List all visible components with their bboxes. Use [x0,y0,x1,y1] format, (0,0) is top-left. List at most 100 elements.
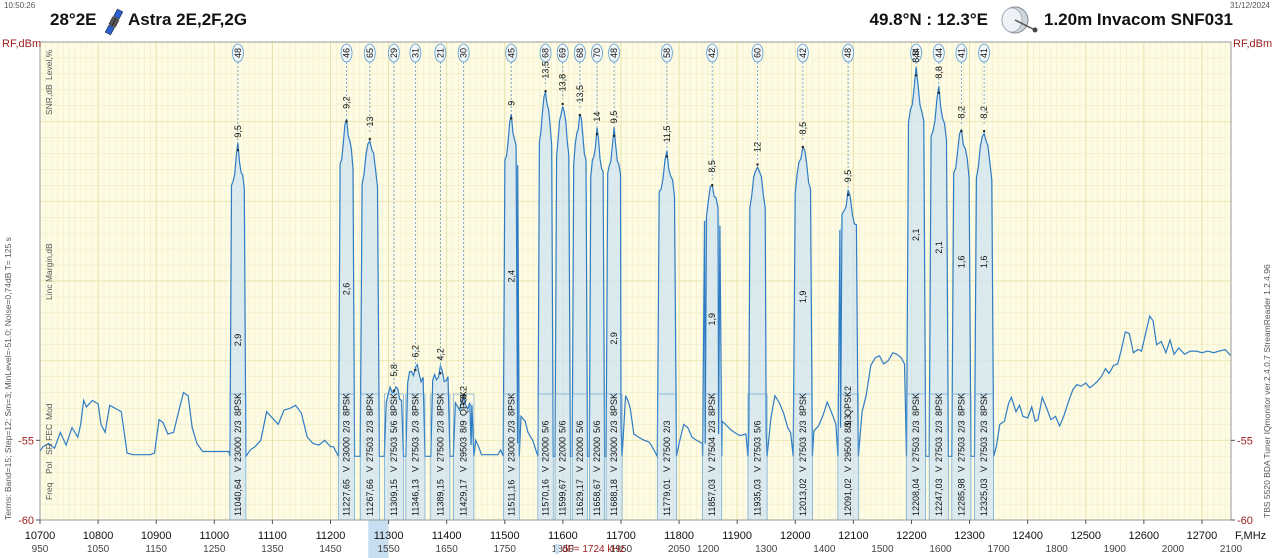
sr-label: 27500 [662,437,672,462]
if-tick-label: 1800 [1046,544,1069,555]
pol-label: V [662,466,672,472]
snr-label: 8,2 [979,106,989,119]
level-bubble [573,43,586,63]
transponder-fill [837,189,859,521]
level-label: 29 [389,48,399,58]
transponder-fill [229,142,246,520]
fec-label: 2/3 [233,420,243,433]
x-tick-label: 10800 [83,530,114,542]
mod-label: 8PSK [798,393,808,416]
snr-label: 8,8 [934,66,944,79]
pol-label: V [979,466,989,472]
pol-label: V [410,466,420,472]
if-tick-label: 1200 [697,544,720,555]
transponder-13: 58 11,5 11779,01 V 27500 2/3 [656,43,677,521]
peak-dot [414,368,417,372]
level-bubble [457,43,470,63]
mod-label: 8PSK [435,393,445,416]
peak-dot [544,90,547,93]
peak-dot [462,402,465,405]
snr-label: 13,5 [541,61,551,79]
sr-label: 27503 [911,437,921,462]
pol-label: V [389,466,399,472]
peak-dot [578,113,582,117]
x-tick-label: 12200 [896,530,927,542]
peak-dot [236,148,240,152]
pol-label: V [956,466,966,472]
row-label-pol: Pol [44,462,54,474]
peak-dot [392,389,396,392]
row-label-level: Level,% [44,49,54,80]
if-tick-label: 950 [32,544,49,555]
transponder-fill [430,365,450,520]
highlight-band [368,520,389,558]
mod-label: 8PSK [911,393,921,416]
fec-label: 5/6 [541,420,551,433]
freq-label: 11429,17 [459,479,469,516]
snr-label: 6 [459,394,469,399]
location: 49.8°N : 12.3°E [870,10,989,29]
x-tick-label: 11700 [606,530,636,542]
snr-label: 4,2 [435,348,445,361]
x-tick-label: 12500 [1070,530,1101,542]
x-tick-label: 12700 [1187,530,1218,542]
level-bubble [591,43,603,63]
x-tick-label: 12400 [1012,530,1043,542]
snr-label: 9,5 [233,125,243,138]
plot-frame [39,41,1232,521]
transponder-19: 44 8,8 2,1 12247,03 V 27503 2/3 8PSK [928,43,949,521]
lm-label: 2,1 [911,229,921,242]
x-tick-label: 12000 [780,530,811,542]
fec-label: 2/3 [506,420,516,433]
level-label: 48 [233,48,243,58]
level-bubble [796,43,809,63]
level-bubble [751,43,764,63]
transponder-fill [572,114,588,520]
fec-label: 2/3 [435,420,445,433]
level-bubble [955,43,968,63]
if-tick-label: 1500 [871,544,894,555]
fec-label: 2/3 [979,420,989,433]
y-tick-label-left: -60 [18,515,34,527]
level-bubble [388,43,400,63]
if-tick-label: 1150 [145,544,167,555]
mod-label: 8PSK [934,393,944,416]
sr-label: 22000 [558,437,568,462]
transponder-fill [906,66,926,521]
peak-dot [914,74,918,77]
pol-label: V [911,466,921,472]
pol-label: V [342,466,352,472]
tuner-info: TBS 5520 BDA Tuner IQmonitor ver.2.4.0.7… [1262,264,1272,518]
pol-label: V [506,466,516,472]
freq-label: 12013,02 [798,478,808,516]
level-bubble [409,43,422,63]
fec-label: 2/3 [707,420,717,433]
peak-dot [368,137,371,141]
peak-dot [439,372,442,375]
x-tick-label: 11600 [548,530,578,542]
x-tick-label: 11800 [664,530,694,542]
df-readout: dF= 1724 kHz [562,544,625,555]
level-label: 68 [575,48,585,58]
transponder-fills [229,66,994,521]
fec-label: 5/6 [575,420,585,433]
if-tick-label: 1600 [929,544,952,555]
mod-label: 8PSK [609,393,619,416]
lm-label: 2,1 [934,241,944,254]
freq-label: 11779,01 [662,479,672,516]
if-tick-label: 1700 [987,544,1010,555]
level-bubble [556,43,569,63]
transponder-11: 70 14 11658,67 V 22000 5/6 [588,43,605,521]
lm-label: 3,3 [843,415,853,428]
level-label: 44 [934,48,944,58]
satellite-icon [104,8,124,36]
sr-label: 27503 [753,437,763,462]
fec-label: 8/9 [459,420,469,433]
row-label-snr: SNR,dB [44,84,54,115]
sr-label: 27503 [410,437,420,462]
snr-label: 8,5 [798,122,808,135]
terms-info: Terms: Band=15; Step=12; Sm=3; MinLevel=… [3,237,13,520]
pol-label: V [934,466,944,472]
lm-label: 2,4 [506,270,516,283]
